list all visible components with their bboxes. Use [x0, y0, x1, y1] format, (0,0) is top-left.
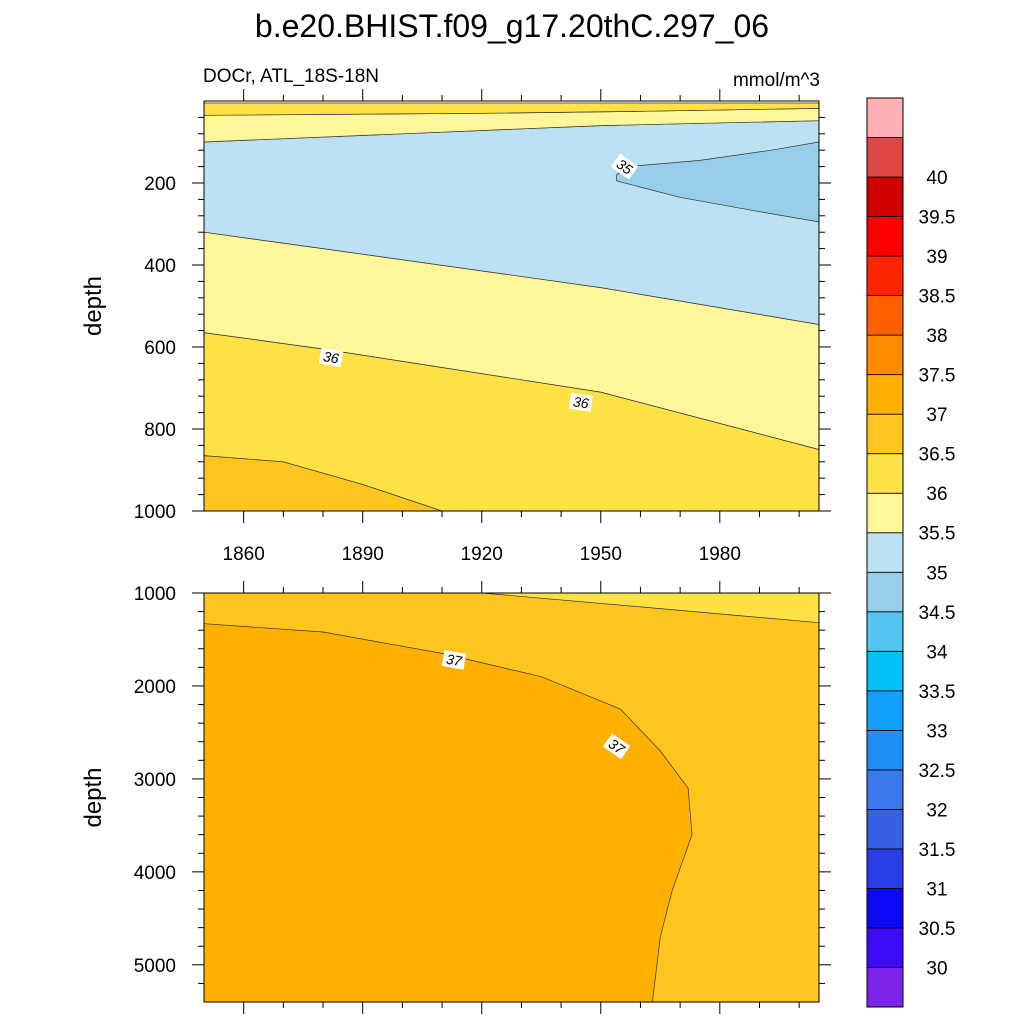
colorbar-label: 32 — [926, 800, 947, 821]
x-tick-label: 1920 — [461, 544, 503, 565]
colorbar-label: 38.5 — [919, 287, 956, 308]
contour-fills — [204, 102, 819, 511]
y-axis-label: depth — [80, 276, 107, 336]
contour-label-bg — [611, 153, 639, 180]
colorbar-label: 37.5 — [919, 366, 956, 387]
y-axis-label: depth — [80, 767, 107, 827]
colorbar-label: 35.5 — [919, 524, 956, 545]
colorbar-label: 32.5 — [919, 761, 956, 782]
colorbar-label: 30 — [926, 959, 947, 980]
panel-lower: 37 37 1000 2000 3000 4000 5000 depth — [80, 581, 831, 1014]
x-tick-label: 1950 — [580, 544, 622, 565]
colorbar-swatch — [866, 295, 904, 336]
colorbar-swatch — [866, 413, 904, 455]
colorbar-label: 33.5 — [919, 682, 956, 703]
colorbar-frame — [866, 97, 904, 1008]
colorbar-label: 33 — [926, 721, 947, 742]
contour-region-37 — [204, 623, 693, 1002]
colorbar-swatch — [866, 532, 904, 573]
y-tick-label: 5000 — [134, 956, 176, 977]
colorbar-swatch — [866, 176, 904, 217]
contour-label: 35 — [611, 153, 639, 180]
contour-region-36 — [204, 102, 819, 116]
contour-label: 37 — [603, 733, 631, 760]
colorbar-swatch — [866, 848, 904, 889]
contour-fills — [204, 593, 819, 1002]
colorbar-label: 39.5 — [919, 208, 956, 229]
contour-label: 37 — [441, 650, 467, 670]
y-tick-label: 3000 — [134, 770, 176, 791]
colorbar-swatch — [866, 334, 904, 376]
colorbar-swatch — [866, 690, 904, 731]
y-tick-label: 2000 — [134, 677, 176, 698]
colorbar-label: 31.5 — [919, 840, 956, 861]
colorbar-swatch — [866, 888, 904, 929]
contour-label-bg — [568, 392, 593, 412]
colorbar-label: 34 — [926, 642, 948, 663]
colorbar-label: 39 — [926, 247, 947, 268]
colorbar-swatch — [866, 611, 904, 652]
contour-label: 36 — [568, 392, 593, 412]
colorbar-swatch — [866, 374, 904, 415]
colorbar-swatch — [866, 492, 904, 534]
colorbar-label: 30.5 — [919, 919, 956, 940]
contour-label-text: 37 — [445, 651, 464, 670]
colorbar-label: 31 — [926, 879, 947, 900]
colorbar-label: 34.5 — [919, 603, 956, 624]
x-tick-label: 1890 — [342, 544, 384, 565]
y-tick-label: 1000 — [134, 502, 176, 523]
units-label: mmol/m^3 — [733, 70, 820, 91]
colorbar-label: 35 — [926, 563, 947, 584]
y-tick-label: 1000 — [134, 584, 176, 605]
colorbar-swatch — [866, 808, 904, 850]
colorbar-swatch — [866, 769, 904, 810]
contour-panels: 36 36 35 1860 1890 1920 1950 1980 200 400 600 800 10… — [80, 89, 831, 1014]
contour-label-text: 36 — [322, 348, 340, 366]
panel-subtitle: DOCr, ATL_18S-18N — [203, 66, 379, 87]
y-tick-label: 600 — [144, 338, 176, 359]
colorbar-label: 36 — [926, 484, 947, 505]
y-tick-label: 4000 — [134, 863, 176, 884]
figure-title: b.e20.BHIST.f09_g17.20thC.297_06 — [255, 8, 769, 44]
colorbar-label: 37 — [926, 405, 947, 426]
colorbar-swatch — [866, 729, 904, 771]
x-tick-label: 1860 — [223, 544, 265, 565]
contour-label-text: 36 — [572, 393, 590, 411]
contour-region-36 — [481, 593, 819, 624]
colorbar-swatch — [866, 650, 904, 692]
panel-frame — [203, 100, 820, 512]
panel-upper: 36 36 35 1860 1890 1920 1950 1980 200 400 600 800 10… — [80, 89, 831, 565]
contour-label: 36 — [318, 347, 344, 368]
colorbar: 30 30.5 31 31.5 32 32.5 33 33.5 34 34.5 35 35.5 36 36… — [866, 97, 956, 1008]
contour-label-bg — [603, 733, 631, 760]
contour-label-bg — [318, 347, 344, 368]
colorbar-swatch — [866, 571, 904, 613]
contour-label-bg — [441, 650, 467, 670]
colorbar-swatch — [866, 216, 904, 257]
colorbar-swatch — [866, 255, 904, 297]
colorbar-swatch — [866, 137, 904, 178]
colorbar-label: 38 — [926, 326, 947, 347]
x-tick-label: 1980 — [699, 544, 741, 565]
colorbar-swatch — [866, 97, 904, 138]
y-tick-label: 800 — [144, 420, 176, 441]
colorbar-swatch — [866, 967, 904, 1008]
colorbar-swatch — [866, 927, 904, 968]
y-tick-label: 400 — [144, 256, 176, 277]
colorbar-swatch — [866, 453, 904, 494]
colorbar-label: 36.5 — [919, 445, 956, 466]
y-tick-label: 200 — [144, 174, 176, 195]
colorbar-label: 40 — [926, 168, 947, 189]
